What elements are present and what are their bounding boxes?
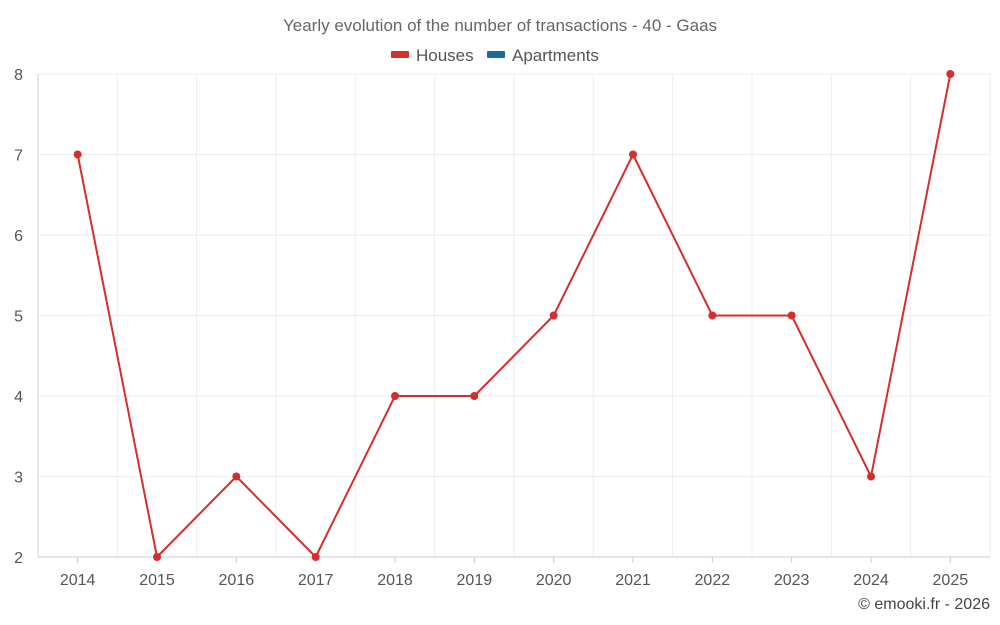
chart-title: Yearly evolution of the number of transa… <box>283 16 717 35</box>
credit-text: © emooki.fr - 2026 <box>858 596 990 613</box>
y-tick-label: 6 <box>14 228 23 245</box>
legend-label-apartments: Apartments <box>512 46 599 65</box>
x-tick-label: 2018 <box>377 572 413 589</box>
y-tick-label: 5 <box>14 309 23 326</box>
gridlines <box>37 73 991 557</box>
y-tick-label: 2 <box>14 550 23 567</box>
data-point-2016[interactable] <box>232 472 241 481</box>
x-tick-label: 2025 <box>933 572 969 589</box>
data-point-2020[interactable] <box>549 311 558 320</box>
legend-item-houses[interactable]: Houses <box>391 46 474 65</box>
y-tick-label: 7 <box>14 148 23 165</box>
x-tick-label: 2022 <box>695 572 731 589</box>
y-tick-label: 8 <box>14 67 23 84</box>
data-point-2018[interactable] <box>391 392 399 400</box>
x-tick-label: 2021 <box>615 572 651 589</box>
legend-item-apartments[interactable]: Apartments <box>487 46 599 65</box>
x-tick-label: 2014 <box>60 572 96 589</box>
legend-swatch-apartments <box>487 51 505 58</box>
y-tick-label: 3 <box>14 470 23 487</box>
data-point-2019[interactable] <box>470 392 479 400</box>
legend-label-houses: Houses <box>416 46 474 65</box>
x-tick-label: 2023 <box>774 572 810 589</box>
x-tick-labels: 2014 2015 2016 2017 2018 2019 2020 2021 2022 2023… <box>60 572 968 589</box>
x-tick-label: 2024 <box>853 572 889 589</box>
data-point-2017[interactable] <box>311 553 320 561</box>
legend: Houses Apartments <box>391 46 599 65</box>
y-tick-label: 4 <box>14 389 23 406</box>
x-tick-label: 2015 <box>139 572 175 589</box>
x-tick-label: 2020 <box>536 572 572 589</box>
x-tick-label: 2019 <box>457 572 493 589</box>
data-point-2025[interactable] <box>946 70 955 78</box>
data-point-2015[interactable] <box>153 553 161 561</box>
series-houses <box>73 70 955 561</box>
x-tick-label: 2017 <box>298 572 334 589</box>
x-tick-label: 2016 <box>219 572 255 589</box>
data-point-2024[interactable] <box>867 472 875 481</box>
data-point-2021[interactable] <box>629 150 637 159</box>
data-point-2014[interactable] <box>73 150 82 159</box>
y-tick-labels: 2 3 4 5 6 7 8 <box>14 67 23 567</box>
data-point-2022[interactable] <box>708 311 717 320</box>
data-point-2023[interactable] <box>787 311 796 320</box>
legend-swatch-houses <box>391 51 409 58</box>
series-line-houses <box>76 73 952 558</box>
